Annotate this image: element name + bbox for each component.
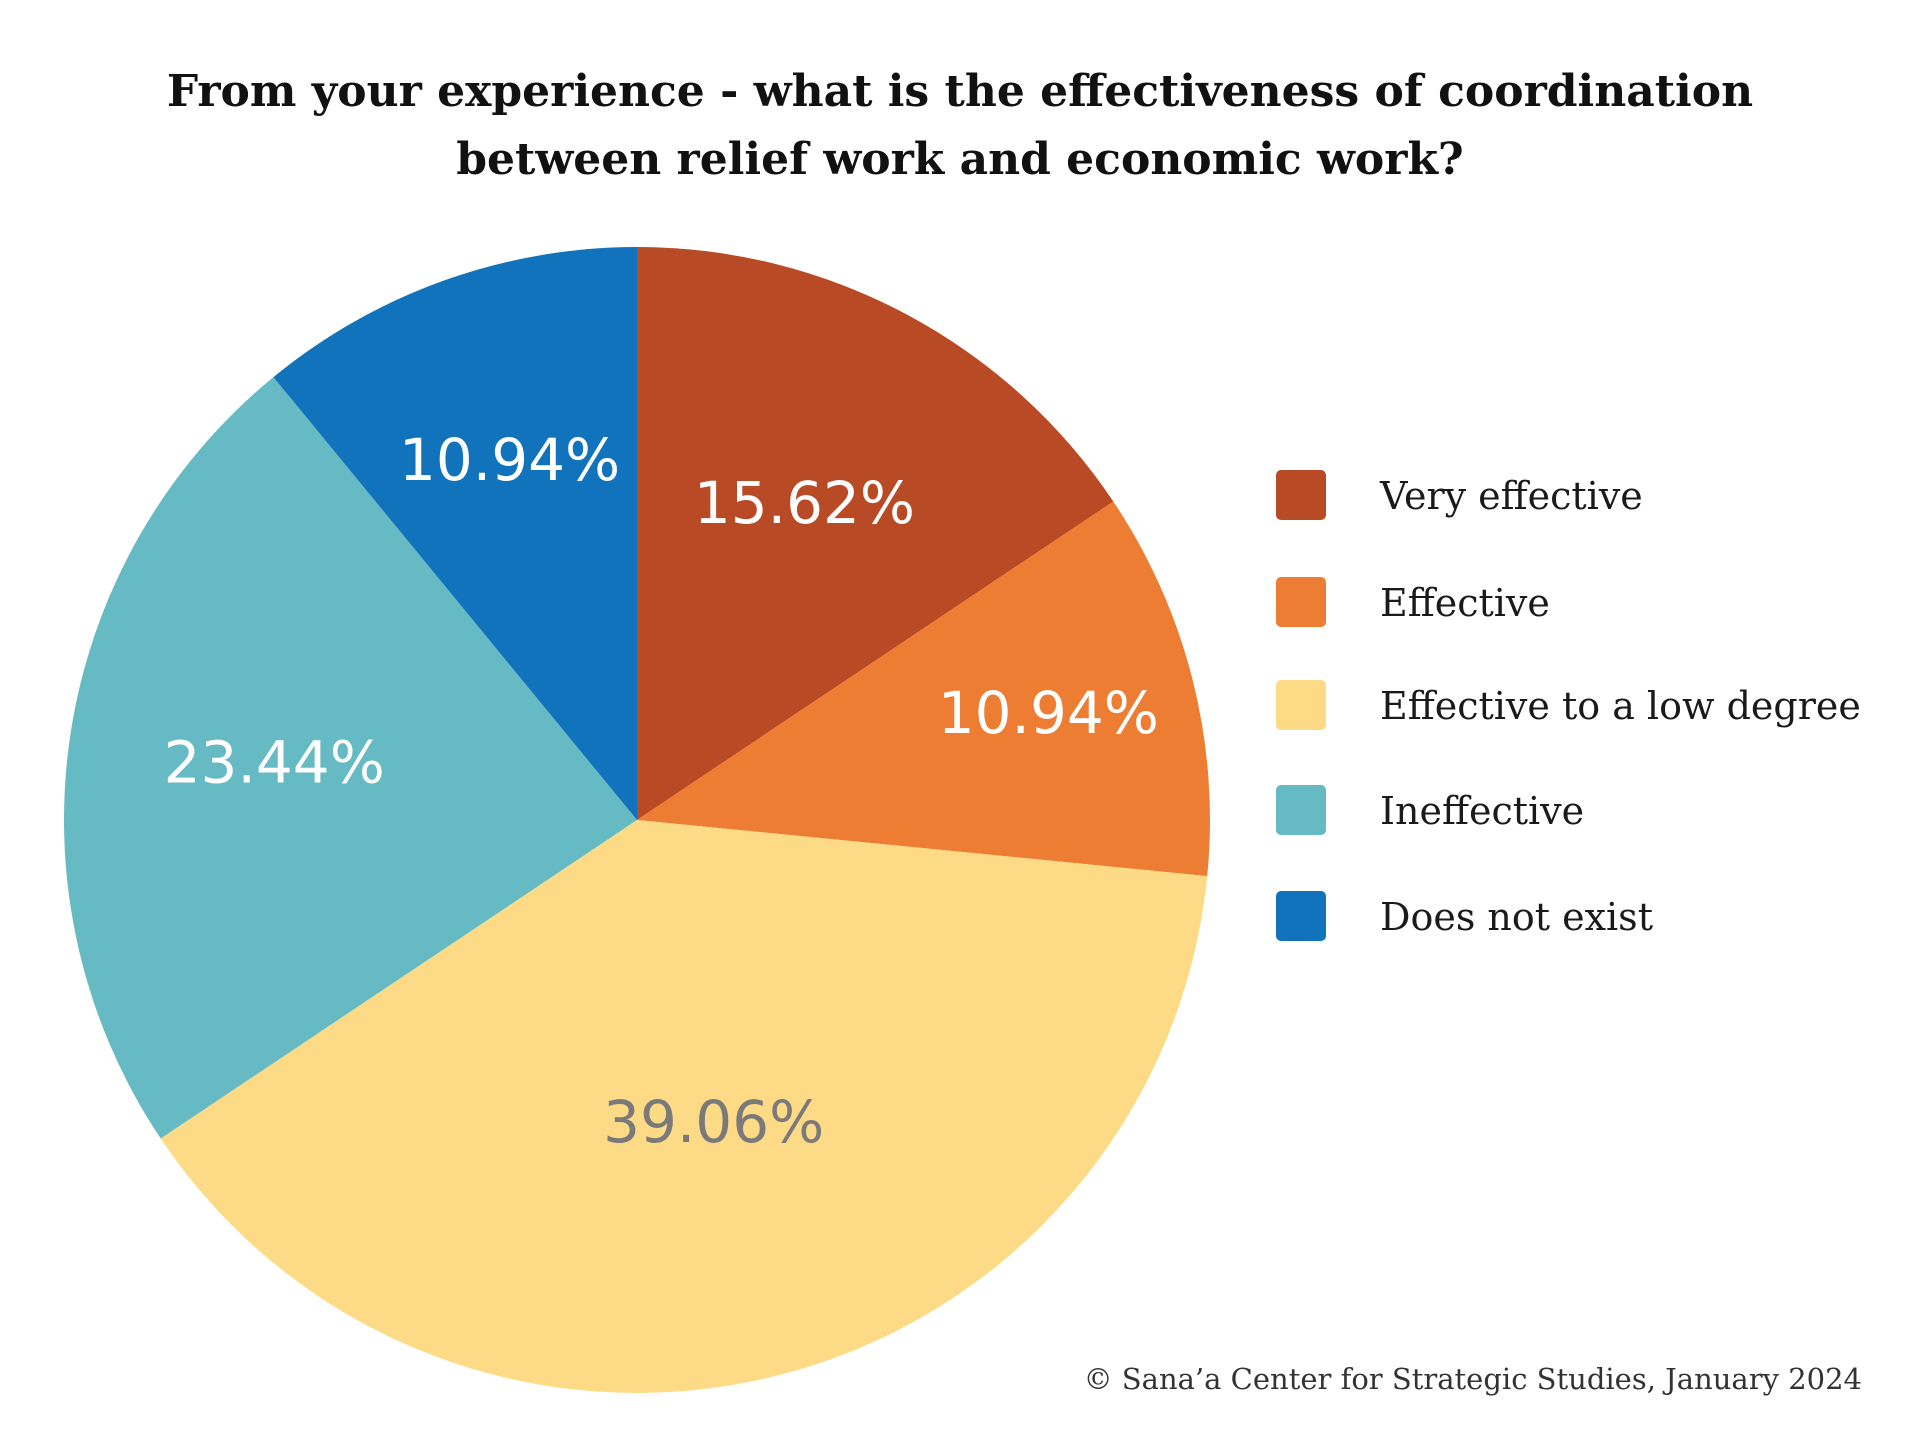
- slice-value-label-does-not-exist: 10.94%: [399, 426, 620, 494]
- source-credit: © Sana’a Center for Strategic Studies, J…: [1083, 1362, 1862, 1396]
- legend-swatch-does-not-exist: [1276, 891, 1326, 941]
- pie-slice-effective-low-degree: [160, 820, 1208, 1393]
- legend-swatch-effective: [1276, 577, 1326, 627]
- legend-label-effective: Effective: [1380, 581, 1550, 625]
- legend-label-ineffective: Ineffective: [1380, 789, 1585, 833]
- legend-swatch-very-effective: [1276, 470, 1326, 520]
- slice-value-label-ineffective: 23.44%: [164, 728, 385, 796]
- slice-value-label-effective-low-degree: 39.06%: [603, 1088, 824, 1156]
- legend-swatch-effective-low-degree: [1276, 680, 1326, 730]
- chart-title-line-1: From your experience - what is the effec…: [166, 66, 1754, 117]
- pie-slice-ineffective: [63, 377, 637, 1139]
- chart-title: From your experience - what is the effec…: [0, 58, 1920, 194]
- legend-label-does-not-exist: Does not exist: [1380, 895, 1653, 939]
- slice-value-label-very-effective: 15.62%: [694, 469, 915, 537]
- pie-slice-very-effective: [637, 247, 1114, 820]
- pie-slice-does-not-exist: [273, 247, 637, 820]
- legend-swatch-ineffective: [1276, 785, 1326, 835]
- pie-slice-effective: [637, 501, 1210, 877]
- legend-label-effective-low-degree: Effective to a low degree: [1380, 684, 1861, 728]
- slice-value-label-effective: 10.94%: [938, 679, 1159, 747]
- chart-title-line-2: between relief work and economic work?: [456, 134, 1464, 185]
- legend-label-very-effective: Very effective: [1380, 474, 1643, 518]
